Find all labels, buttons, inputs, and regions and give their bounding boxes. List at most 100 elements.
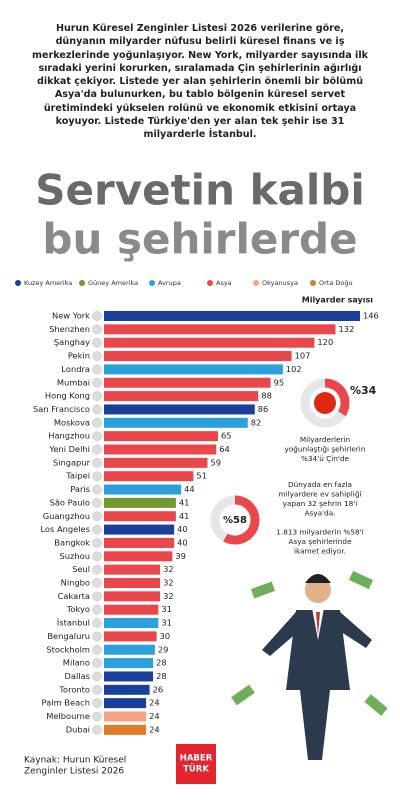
flag (92, 591, 102, 602)
bar (104, 431, 218, 442)
logo-text: HABER (180, 754, 213, 764)
annotation-text: 1.813 milyarderin %58'i (276, 528, 363, 537)
legend-swatch (310, 280, 316, 286)
category-label: Dallas (65, 671, 91, 681)
flag (92, 578, 102, 588)
bar (104, 524, 175, 535)
legend-swatch (253, 280, 259, 286)
flag (92, 311, 102, 321)
flag (92, 631, 102, 642)
flag (92, 444, 102, 455)
bar (104, 351, 292, 362)
category-label: Pekin (68, 351, 90, 361)
legend-swatch (79, 280, 85, 286)
category-label: Ningbo (61, 578, 90, 588)
flag (92, 458, 102, 468)
value-label: 24 (149, 711, 160, 721)
bar (104, 404, 255, 415)
annotation-text: yapan 32 şehrin 18'i (283, 499, 358, 508)
bar (104, 444, 217, 455)
bar (104, 484, 182, 495)
category-label: Şanghay (54, 337, 90, 347)
value-label: 30 (160, 631, 171, 641)
annotation-text: Dünyada en fazla (288, 480, 352, 489)
value-label: 64 (219, 444, 230, 454)
category-label: İstanbul (57, 618, 90, 628)
flag (92, 725, 102, 735)
headline: bu şehirlerde (42, 215, 357, 264)
flag (92, 618, 102, 628)
value-label: 107 (295, 351, 311, 361)
flag (92, 671, 102, 682)
value-label: 41 (179, 511, 190, 521)
bar (104, 364, 283, 375)
bar (104, 604, 159, 615)
category-label: Guangzhou (43, 511, 90, 521)
bar (104, 497, 176, 508)
category-label: Mumbai (57, 377, 90, 387)
value-label: 24 (149, 724, 160, 734)
category-label: Seul (72, 564, 90, 574)
bar (104, 337, 315, 348)
bar (104, 471, 194, 482)
category-label: Los Angeles (40, 524, 90, 534)
value-label: 102 (286, 364, 302, 374)
category-label: Hong Kong (45, 391, 90, 401)
flag (92, 604, 102, 615)
flag (92, 378, 102, 388)
source: Kaynak: Hurun Küresel (24, 756, 126, 766)
illustration (231, 570, 388, 760)
bar (104, 618, 159, 629)
bar (104, 377, 271, 388)
donut-label: %34 (350, 384, 377, 397)
flag (92, 511, 102, 521)
bar (104, 324, 336, 335)
category-label: Toronto (58, 684, 90, 694)
category-label: Singapur (53, 457, 91, 467)
value-label: 29 (158, 644, 169, 654)
bar (104, 644, 155, 655)
logo-text: TÜRK (183, 764, 209, 775)
annotation-text: Asya'da. (304, 509, 335, 518)
value-label: 120 (317, 337, 333, 347)
value-label: 32 (163, 578, 174, 588)
category-label: Milano (63, 658, 90, 668)
bar (104, 658, 154, 669)
annotation-text: milyardere ev sahipliği (279, 490, 362, 499)
category-label: São Paulo (50, 497, 90, 507)
bar (104, 417, 248, 428)
bar (104, 551, 173, 562)
value-label: 39 (175, 551, 186, 561)
donut-label: %58 (223, 515, 247, 526)
flag (92, 391, 102, 401)
annotation-text: Milyarderlerin (300, 435, 350, 444)
category-label: Yeni Delhi (48, 444, 90, 454)
flag (92, 538, 102, 548)
legend-swatch (207, 280, 213, 286)
annotation-text: Asya şehirlerinde (288, 537, 352, 546)
value-label: 32 (163, 591, 174, 601)
category-label: Stockholm (46, 644, 90, 654)
flag (92, 471, 102, 481)
category-label: Cakarta (58, 591, 90, 601)
value-label: 26 (153, 684, 164, 694)
value-label: 88 (261, 391, 272, 401)
value-label: 28 (156, 671, 167, 681)
value-label: 32 (163, 564, 174, 574)
category-label: Melbourne (46, 711, 90, 721)
flag (92, 551, 102, 562)
flag (92, 564, 102, 575)
bar (104, 564, 161, 575)
bar (104, 724, 147, 735)
bar (104, 537, 175, 548)
category-label: Londra (61, 364, 90, 374)
intro-text: Hurun Küresel Zenginler Listesi 2026 ver… (32, 23, 368, 141)
flag (92, 498, 102, 508)
flag (92, 404, 102, 415)
flag (314, 392, 336, 414)
value-label: 82 (251, 417, 262, 427)
category-label: Paris (70, 484, 90, 494)
legend-label: Asya (216, 279, 232, 287)
annotation-text: %34'ü Çin'de (301, 454, 350, 463)
